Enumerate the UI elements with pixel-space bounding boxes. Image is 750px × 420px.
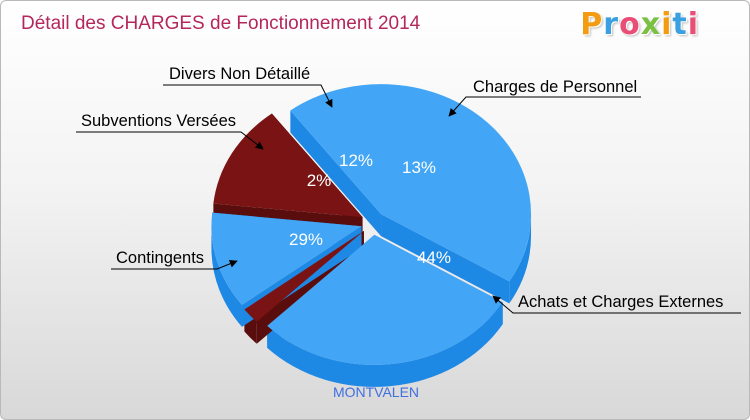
pie-slice-3: [244, 230, 364, 322]
logo-letter: x: [640, 7, 662, 42]
percent-label: 13%: [402, 158, 436, 177]
slice-label: Achats et Charges Externes: [518, 293, 723, 311]
slice-tops: [211, 84, 532, 365]
logo-letter: t: [672, 7, 688, 42]
slice-label: Contingents: [116, 249, 204, 267]
chart-title: Détail des CHARGES de Fonctionnement 201…: [21, 13, 421, 34]
percent-label: 2%: [307, 171, 332, 190]
pie-slice-2: [267, 234, 503, 365]
proxiti-logo: Proxiti: [580, 7, 699, 42]
logo-letter: r: [603, 7, 620, 42]
slice-label: Charges de Personnel: [473, 78, 637, 96]
pie-slice-4: [211, 212, 362, 305]
percent-label: 12%: [339, 151, 373, 170]
callout-line: [111, 259, 238, 270]
slice-label: Divers Non Détaillé: [169, 65, 310, 83]
slice-radial-wall: [381, 214, 510, 304]
callout-line: [492, 295, 741, 314]
slice-side: [211, 226, 242, 327]
slice-label: Subventions Versées: [81, 112, 236, 130]
logo-letter: i: [661, 7, 673, 42]
slice-radial-wall: [290, 110, 382, 237]
pie-slice-1: [290, 84, 532, 282]
logo-letter: P: [580, 7, 604, 42]
logo-letter: o: [619, 7, 641, 42]
town-name: MONTVALEN: [332, 384, 420, 400]
slice-side: [509, 214, 532, 304]
percent-label: 29%: [289, 230, 323, 249]
percent-label: 44%: [417, 248, 451, 267]
logo-letter: i: [687, 7, 699, 42]
slice-side: [267, 302, 503, 387]
callout-line: [163, 84, 333, 108]
callout-line: [448, 96, 641, 117]
callout-line: [76, 131, 264, 150]
